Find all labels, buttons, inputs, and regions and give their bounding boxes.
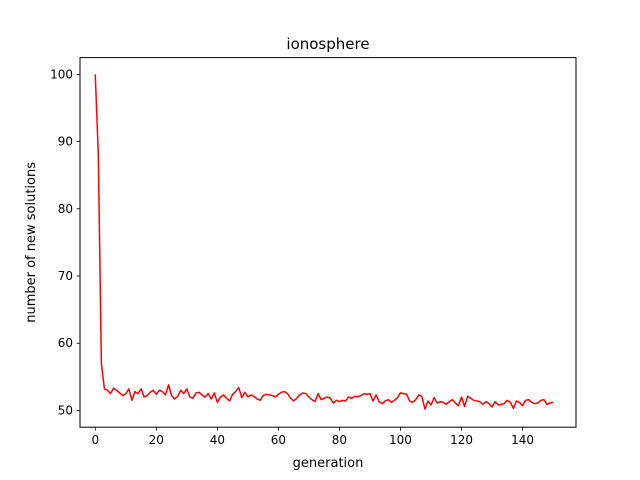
plot-area [94,74,554,410]
y-tick-label: 100 [50,67,73,81]
y-axis-label: number of new solutions [24,162,39,323]
x-tick-label: 120 [450,433,473,447]
y-tick-label: 90 [58,135,73,149]
axes-frame [79,57,577,428]
x-tick-label: 60 [271,433,286,447]
x-tick-label: 40 [210,433,225,447]
x-axis-ticks: 0 20 40 60 80 100 120 140 [91,427,534,447]
y-tick-label: 50 [58,403,73,417]
x-tick-label: 140 [511,433,534,447]
x-tick-label: 0 [91,433,99,447]
x-tick-label: 100 [389,433,412,447]
y-tick-label: 60 [58,336,73,350]
y-tick-label: 70 [58,269,73,283]
x-axis-label: generation [293,456,364,471]
x-tick-label: 80 [332,433,347,447]
series-line-0 [94,74,554,410]
x-tick-label: 20 [149,433,164,447]
chart-title: ionosphere [286,35,369,53]
y-tick-label: 80 [58,202,73,216]
y-axis-ticks: 50 60 70 80 90 100 [50,67,80,417]
